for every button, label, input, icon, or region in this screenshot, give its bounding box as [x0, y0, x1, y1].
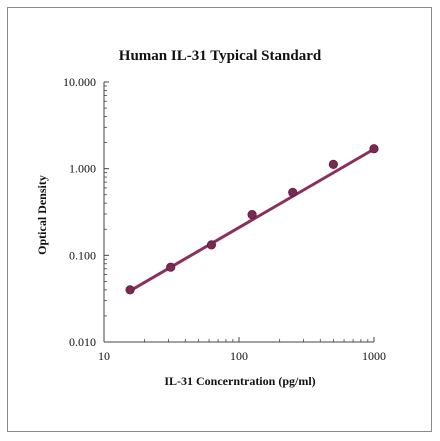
x-axis-label: IL-31 Concerntration (pg/ml): [164, 374, 315, 388]
data-point: [125, 285, 135, 295]
y-tick-label: 10.000: [63, 75, 96, 89]
trendline: [128, 147, 376, 293]
y-tick-label: 0.100: [69, 248, 96, 262]
chart-frame: [7, 7, 432, 432]
trendline-group: [128, 147, 376, 293]
data-point: [328, 159, 338, 170]
x-tick-label: 1000: [362, 349, 386, 363]
data-point: [206, 240, 217, 250]
chart-title: Human IL-31 Typical Standard: [119, 48, 322, 64]
data-point: [166, 262, 176, 272]
data-point: [288, 187, 298, 197]
x-tick-label: 100: [230, 349, 248, 363]
data-points: [125, 144, 379, 295]
x-tick-label: 10: [98, 349, 110, 363]
data-point: [369, 144, 379, 154]
data-point: [247, 210, 257, 220]
y-tick-label: 1.000: [69, 162, 96, 176]
y-tick-label: 0.010: [69, 335, 96, 349]
y-axis-label: Optical Density: [35, 175, 49, 255]
axes: 0.010 0.100 1.000 10.000 10 100 1000: [63, 75, 386, 363]
